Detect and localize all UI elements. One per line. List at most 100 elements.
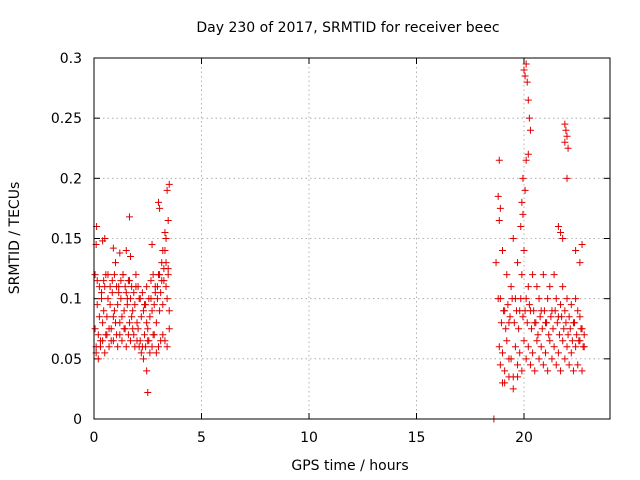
y-tick-label: 0.15 (51, 232, 82, 248)
data-point (148, 343, 156, 351)
data-point (520, 337, 528, 345)
data-point (519, 313, 527, 321)
data-point (137, 349, 145, 357)
data-point (144, 337, 152, 345)
data-point (500, 307, 508, 315)
data-point (539, 361, 547, 369)
data-point (501, 379, 509, 387)
data-point (156, 271, 164, 279)
data-point (557, 228, 565, 236)
data-points (91, 60, 588, 423)
data-point (521, 307, 529, 315)
data-point (520, 66, 528, 74)
data-point (528, 325, 536, 333)
data-point (564, 144, 572, 152)
data-point (147, 277, 155, 285)
data-point (522, 355, 530, 363)
data-point (514, 361, 522, 369)
data-point (532, 319, 540, 327)
data-point (510, 319, 518, 327)
data-point (158, 277, 166, 285)
data-point (107, 325, 115, 333)
data-point (150, 331, 158, 339)
data-point (122, 343, 130, 351)
data-point (161, 228, 169, 236)
data-point (523, 319, 531, 327)
data-point (533, 283, 541, 291)
data-point (496, 204, 504, 212)
data-point (129, 307, 137, 315)
data-point (551, 307, 559, 315)
data-point (561, 138, 569, 146)
data-point (509, 385, 517, 393)
data-point (114, 343, 122, 351)
x-axis-label: GPS time / hours (291, 458, 408, 474)
data-point (526, 361, 534, 369)
data-point (529, 271, 537, 279)
data-point (110, 307, 118, 315)
data-point (101, 349, 109, 357)
data-point (115, 289, 123, 297)
data-point (503, 337, 511, 345)
data-point (98, 295, 106, 303)
data-point (109, 313, 117, 321)
data-point (113, 283, 121, 291)
data-point (499, 349, 506, 357)
data-point (573, 331, 581, 339)
data-point (522, 60, 530, 68)
data-point (109, 337, 117, 345)
data-point (123, 295, 131, 303)
data-point (580, 331, 588, 339)
data-point (99, 319, 107, 327)
data-point (535, 295, 543, 303)
data-point (566, 325, 574, 333)
data-point (569, 367, 577, 375)
data-point (143, 367, 151, 375)
data-point (495, 216, 503, 224)
data-point (564, 331, 572, 339)
y-tick-label: 0.1 (60, 292, 82, 308)
data-point (121, 283, 129, 291)
data-point (159, 247, 167, 255)
data-point (163, 295, 171, 303)
data-point (112, 259, 119, 267)
data-point (542, 349, 549, 357)
data-point (543, 319, 551, 327)
data-point (554, 349, 562, 357)
data-point (162, 235, 170, 242)
data-point (520, 247, 528, 255)
data-point (98, 289, 106, 297)
data-point (110, 271, 118, 279)
data-point (93, 301, 101, 309)
y-tick-label: 0.25 (51, 111, 82, 127)
data-point (165, 180, 173, 188)
data-point (155, 343, 162, 351)
data-point (104, 295, 112, 303)
data-point (576, 337, 584, 345)
data-point (545, 331, 553, 339)
data-point (100, 277, 108, 285)
data-point (565, 361, 573, 369)
y-tick-label: 0.2 (60, 171, 82, 187)
data-point (91, 271, 99, 279)
data-point (162, 259, 170, 267)
data-point (120, 325, 128, 333)
x-tick-label: 0 (90, 430, 99, 446)
data-point (503, 271, 511, 279)
data-point (535, 355, 543, 363)
data-point (517, 222, 525, 230)
data-point (550, 343, 558, 351)
data-point (108, 289, 116, 297)
data-point (130, 289, 138, 297)
data-point (553, 319, 561, 327)
data-point (495, 343, 503, 351)
data-point (93, 277, 101, 285)
data-point (574, 307, 582, 315)
data-point (103, 313, 111, 321)
data-point (499, 247, 506, 255)
data-point (561, 307, 569, 315)
data-point (557, 301, 565, 309)
data-point (160, 265, 168, 273)
x-tick-label: 15 (408, 430, 426, 446)
data-point (559, 337, 567, 345)
